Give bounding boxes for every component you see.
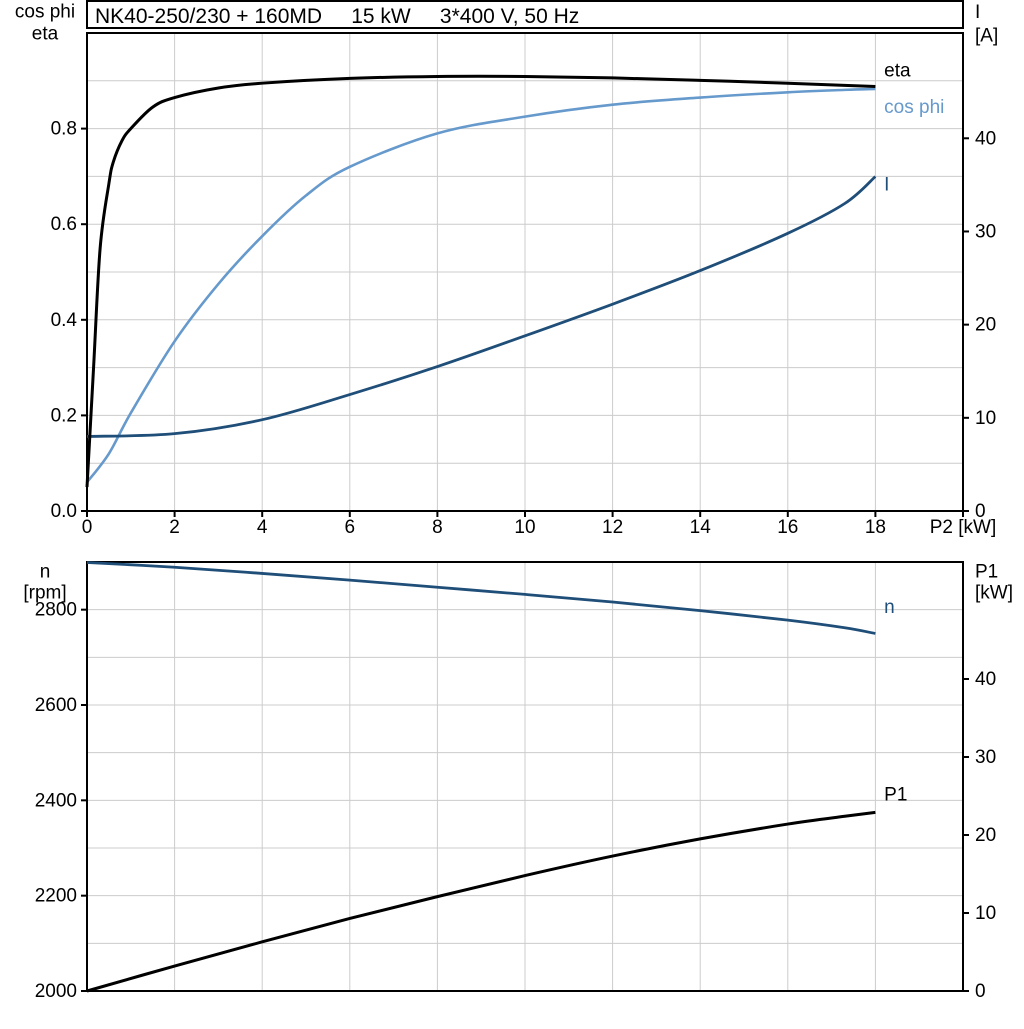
svg-text:[kW]: [kW] [975,583,1013,604]
svg-text:10: 10 [975,903,996,924]
svg-text:4: 4 [257,517,268,538]
svg-text:NK40-250/230 + 160MD 15 kW: NK40-250/230 + 160MD 15 kW 3*400 V, 50 H… [95,5,579,28]
svg-text:P1: P1 [884,784,907,805]
svg-text:18: 18 [865,517,886,538]
svg-text:10: 10 [975,408,996,429]
svg-text:2000: 2000 [35,981,77,1002]
svg-text:40: 40 [975,128,996,149]
svg-text:0.6: 0.6 [51,214,77,235]
svg-text:30: 30 [975,221,996,242]
svg-text:30: 30 [975,747,996,768]
svg-text:[rpm]: [rpm] [23,583,66,604]
svg-text:20: 20 [975,825,996,846]
svg-text:0.0: 0.0 [51,501,77,522]
svg-text:40: 40 [975,669,996,690]
svg-text:10: 10 [514,517,535,538]
svg-text:cos phi: cos phi [884,97,944,118]
svg-text:eta: eta [884,61,911,82]
svg-text:n: n [40,562,51,583]
svg-text:14: 14 [690,517,712,538]
svg-text:I: I [884,174,889,195]
svg-text:0: 0 [82,517,93,538]
svg-text:8: 8 [432,517,443,538]
svg-text:16: 16 [777,517,798,538]
svg-text:2600: 2600 [35,695,77,716]
svg-text:P1: P1 [975,562,998,583]
svg-text:2: 2 [169,517,180,538]
svg-text:n: n [884,597,895,618]
svg-text:I: I [975,2,980,23]
svg-text:0: 0 [975,981,986,1002]
svg-text:eta: eta [32,24,59,45]
svg-text:2200: 2200 [35,886,77,907]
svg-text:6: 6 [345,517,356,538]
svg-text:12: 12 [602,517,623,538]
svg-text:2400: 2400 [35,790,77,811]
svg-text:0.2: 0.2 [51,405,77,426]
svg-text:[A]: [A] [975,25,998,46]
svg-text:20: 20 [975,315,996,336]
svg-text:0.4: 0.4 [51,310,78,331]
svg-text:P2 [kW]: P2 [kW] [930,517,997,538]
svg-text:cos phi: cos phi [15,2,75,23]
svg-text:0.8: 0.8 [51,119,77,140]
